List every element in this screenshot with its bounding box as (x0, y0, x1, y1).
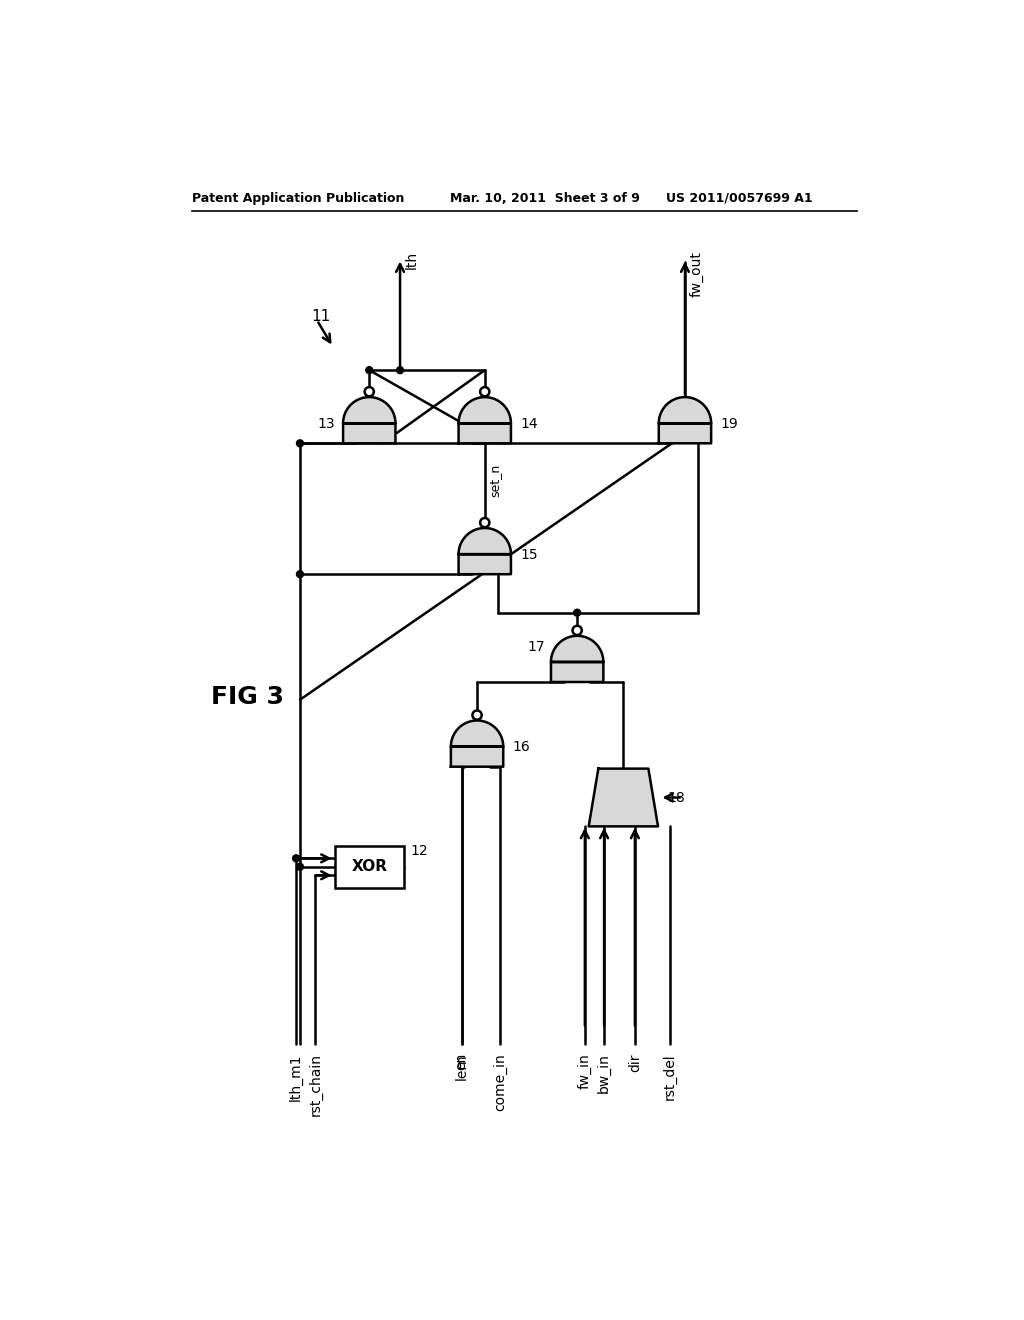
Text: fw_out: fw_out (689, 251, 703, 297)
Text: dir: dir (628, 1053, 642, 1072)
Circle shape (297, 570, 303, 578)
Text: en: en (455, 1053, 469, 1071)
Text: lth: lth (404, 251, 419, 269)
Text: 12: 12 (410, 845, 428, 858)
Text: US 2011/0057699 A1: US 2011/0057699 A1 (666, 191, 812, 205)
Circle shape (480, 517, 489, 527)
Text: 17: 17 (527, 640, 545, 655)
Text: fw_in: fw_in (578, 1053, 592, 1089)
Circle shape (472, 710, 481, 719)
Text: come_in: come_in (494, 1053, 507, 1111)
Text: 19: 19 (720, 417, 738, 432)
Text: Mar. 10, 2011  Sheet 3 of 9: Mar. 10, 2011 Sheet 3 of 9 (451, 191, 640, 205)
Text: bw_in: bw_in (597, 1053, 611, 1093)
Circle shape (365, 387, 374, 396)
Text: lern: lern (455, 1053, 469, 1080)
Text: rst_del: rst_del (663, 1053, 677, 1100)
Text: 11: 11 (311, 309, 331, 323)
Polygon shape (459, 528, 511, 574)
FancyBboxPatch shape (335, 846, 403, 888)
Polygon shape (658, 397, 711, 444)
Text: 18: 18 (668, 791, 685, 804)
Circle shape (293, 855, 300, 862)
Circle shape (396, 367, 403, 374)
Polygon shape (451, 721, 503, 767)
Polygon shape (551, 636, 603, 682)
Text: Patent Application Publication: Patent Application Publication (193, 191, 404, 205)
Text: set_n: set_n (488, 465, 502, 498)
Text: XOR: XOR (351, 859, 387, 874)
Text: rst_chain: rst_chain (308, 1053, 323, 1117)
Text: 16: 16 (512, 741, 530, 755)
Polygon shape (589, 768, 658, 826)
Text: 13: 13 (317, 417, 336, 432)
Circle shape (573, 610, 581, 616)
Text: FIG 3: FIG 3 (211, 685, 285, 709)
Polygon shape (343, 397, 395, 444)
Circle shape (366, 367, 373, 374)
Text: 15: 15 (520, 548, 538, 562)
Circle shape (572, 626, 582, 635)
Circle shape (297, 863, 303, 870)
Circle shape (480, 387, 489, 396)
Text: 14: 14 (520, 417, 538, 432)
Polygon shape (459, 397, 511, 444)
Text: lth_m1: lth_m1 (289, 1053, 303, 1101)
Circle shape (297, 440, 303, 446)
